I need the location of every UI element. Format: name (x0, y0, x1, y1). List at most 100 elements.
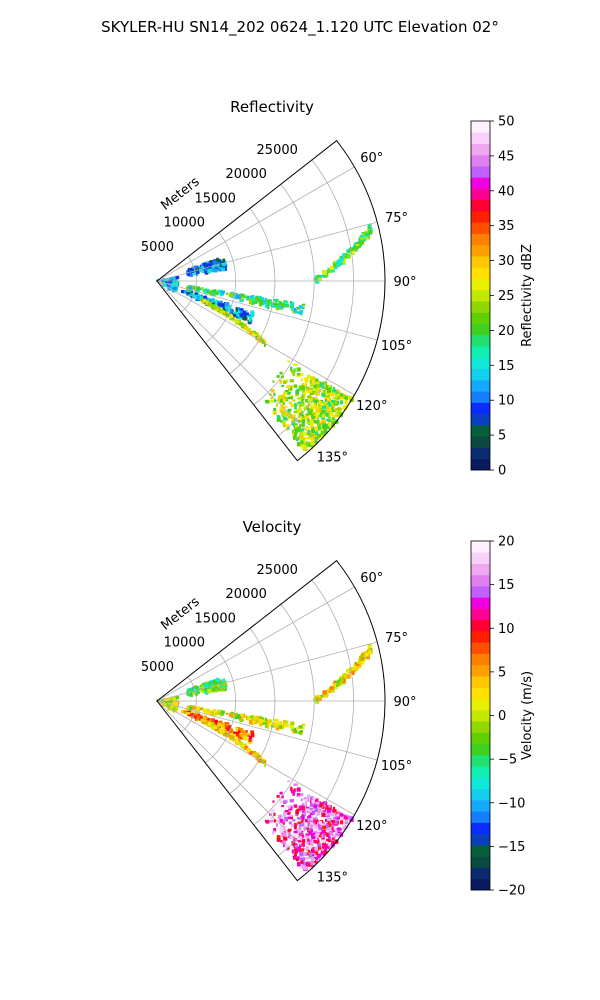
radar-gate (296, 428, 301, 432)
radar-gate (305, 425, 309, 430)
radar-gate (320, 430, 323, 435)
radar-gate (321, 435, 324, 439)
radar-gate (221, 731, 224, 734)
radar-gate (326, 804, 331, 808)
radar-gate (246, 328, 251, 333)
reflectivity-grid (156, 159, 385, 443)
colorbar-segment (471, 574, 490, 587)
radar-gate (367, 644, 372, 647)
radar-gate (293, 410, 298, 414)
radar-gate (273, 392, 276, 397)
radar-gate (314, 404, 318, 408)
radar-gate (219, 262, 223, 267)
radar-gate (287, 847, 290, 850)
radar-gate (201, 707, 204, 711)
radar-gate (289, 379, 294, 383)
radar-gate (352, 247, 355, 252)
radar-gate (301, 395, 305, 400)
radar-gate (362, 658, 367, 662)
radar-gate (333, 397, 337, 399)
radar-gate (299, 835, 303, 839)
radar-gate (265, 717, 268, 722)
radar-gate (267, 725, 270, 730)
radar-gate (313, 442, 316, 445)
radar-gate (323, 850, 326, 854)
radar-gate (306, 808, 310, 811)
colorbar-segment (471, 312, 490, 325)
velocity-colorbar-label: Velocity (m/s) (520, 671, 535, 760)
radar-gate (270, 396, 274, 400)
radar-gate (326, 418, 331, 421)
radar-gate (270, 304, 276, 308)
radar-gate (303, 391, 307, 396)
radar-gate (293, 852, 297, 857)
radar-gate (297, 793, 300, 796)
radar-gate (337, 831, 341, 834)
radar-gate (327, 827, 332, 831)
velocity-colorbar-tick: 10 (498, 622, 515, 637)
radar-gate (337, 264, 341, 267)
radar-gate (207, 721, 212, 727)
radar-gate (290, 301, 295, 306)
radar-gate (243, 316, 248, 321)
radar-gate (229, 726, 232, 730)
radar-gate (301, 819, 304, 823)
radar-gate (222, 678, 225, 683)
radar-gate (361, 653, 364, 656)
radar-gate (315, 280, 320, 284)
radar-gate (315, 812, 318, 815)
radar-gate (305, 413, 309, 416)
radar-gate (328, 837, 333, 840)
radar-gate (333, 265, 338, 270)
radar-gate (242, 316, 246, 321)
radar-gate (292, 399, 296, 402)
reflectivity-panel: Reflectivity Meters 5000 10000 15000 200… (141, 98, 535, 479)
radar-gate (339, 409, 342, 413)
radar-gate (317, 423, 322, 428)
radar-gate (279, 799, 283, 804)
radar-gate (199, 264, 203, 268)
velocity-echoes (156, 644, 373, 871)
radar-gate (210, 298, 215, 303)
radar-gate (288, 821, 292, 825)
radar-gate (309, 796, 315, 799)
radar-gate (335, 680, 339, 684)
radar-gate (299, 415, 303, 419)
radar-gate (284, 397, 289, 401)
radar-gate (287, 811, 291, 814)
radar-gate (303, 447, 307, 451)
radar-gate (318, 834, 322, 838)
colorbar-segment (471, 822, 490, 835)
radar-gate (260, 720, 263, 724)
radar-gate (346, 674, 351, 679)
radar-gate (283, 812, 287, 816)
radar-gate (281, 795, 284, 799)
radar-gate (225, 722, 230, 727)
radar-gate (248, 317, 251, 322)
radar-gate (199, 269, 202, 272)
radar-gate (321, 416, 325, 420)
radar-gate (183, 710, 187, 714)
radar-gate (312, 406, 316, 410)
radar-gate (221, 290, 225, 294)
radar-gate (267, 305, 270, 310)
radar-gate (335, 809, 340, 812)
radar-gate (312, 831, 317, 834)
colorbar-segment (471, 368, 490, 381)
radar-gate (302, 839, 305, 844)
colorbar-segment (471, 436, 490, 448)
radar-gate (333, 680, 337, 684)
radar-gate (248, 751, 253, 755)
radar-gate (292, 309, 296, 314)
radar-gate (298, 856, 302, 861)
radar-gate (214, 299, 218, 304)
radar-gate (282, 821, 285, 826)
radar-gate (175, 276, 180, 280)
radar-gate (305, 437, 310, 440)
radar-gate (284, 720, 289, 724)
radar-gate (311, 391, 315, 394)
radar-gate (279, 407, 284, 410)
radar-gate (163, 703, 166, 706)
radar-gate (207, 268, 212, 273)
radar-gate (307, 822, 311, 827)
